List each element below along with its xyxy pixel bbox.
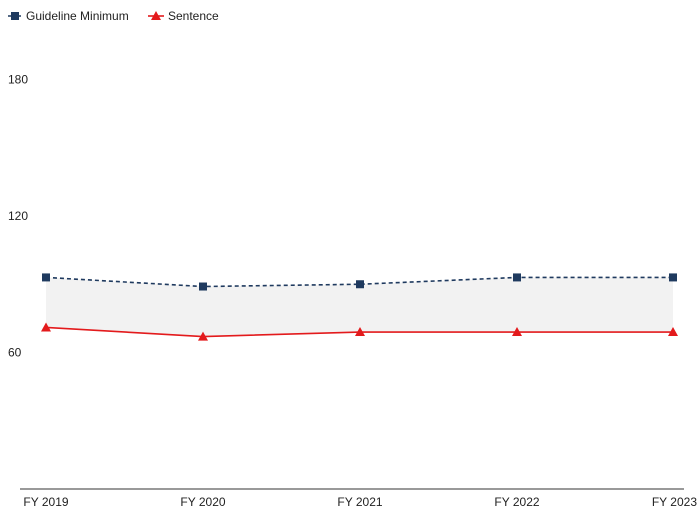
legend-item-guideline-minimum: Guideline Minimum	[8, 9, 129, 23]
x-tick-label: FY 2019	[23, 495, 68, 509]
guideline-minimum-point	[669, 273, 677, 281]
x-tick-label: FY 2023	[652, 495, 697, 509]
legend-label: Sentence	[168, 9, 219, 23]
y-tick-label: 60	[8, 346, 22, 360]
x-tick-label: FY 2021	[337, 495, 382, 509]
y-tick-label: 180	[8, 73, 28, 87]
legend-label: Guideline Minimum	[26, 9, 129, 23]
guideline-minimum-point	[513, 273, 521, 281]
legend-item-sentence: Sentence	[148, 9, 219, 23]
legend-marker	[11, 12, 19, 20]
guideline-minimum-point	[356, 280, 364, 288]
guideline-minimum-point	[42, 273, 50, 281]
y-axis-ticks: 60 120 180	[8, 73, 28, 360]
guideline-minimum-point	[199, 283, 207, 291]
y-tick-label: 120	[8, 209, 28, 223]
x-axis: FY 2019 FY 2020 FY 2021 FY 2022 FY 2023	[20, 489, 697, 509]
x-tick-label: FY 2020	[180, 495, 225, 509]
chart-legend: Guideline Minimum Sentence	[8, 9, 219, 23]
x-tick-label: FY 2022	[494, 495, 539, 509]
